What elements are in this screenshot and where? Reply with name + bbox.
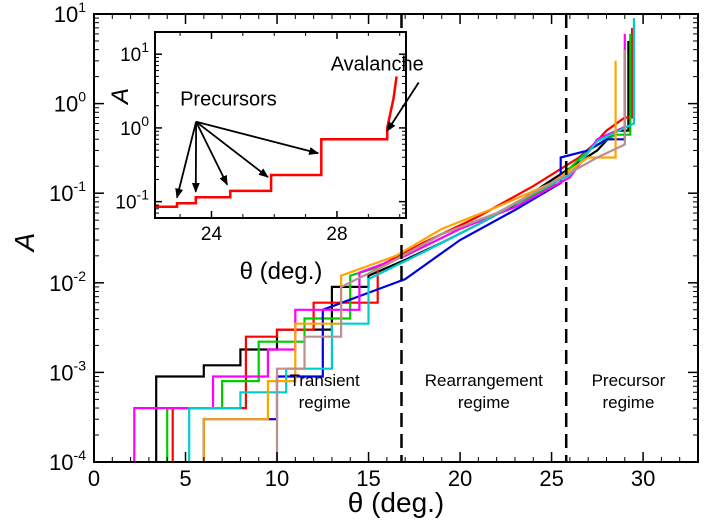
y-tick-label: 101 — [120, 39, 149, 66]
y-tick-base: 10 — [115, 193, 136, 214]
y-tick-exp: 0 — [78, 89, 86, 105]
inset-plot-frame — [154, 31, 407, 219]
y-tick-exp: 1 — [141, 39, 149, 55]
annotation-arrow — [195, 121, 228, 186]
y-tick-label: 10-1 — [115, 187, 149, 214]
y-tick-label: 100 — [120, 113, 149, 140]
regime-label-line1: Transient — [290, 371, 361, 390]
main-plot-frame — [93, 13, 699, 463]
y-tick-label: 10-4 — [49, 447, 86, 475]
y-tick-base: 10 — [120, 45, 141, 66]
x-tick-label: 30 — [631, 466, 655, 491]
y-tick-exp: -1 — [137, 187, 150, 203]
x-tick-label: 15 — [356, 466, 380, 491]
y-tick-base: 10 — [49, 360, 73, 385]
y-tick-label: 10-2 — [49, 268, 86, 296]
main-x-axis-label: θ (deg.) — [348, 487, 445, 518]
inset-x-axis-label: θ (deg.) — [240, 258, 323, 285]
y-tick-label: 10-1 — [49, 178, 86, 206]
inset-annotation-label: Avalanche — [331, 54, 424, 76]
inset-annotation-label: Precursors — [180, 89, 277, 111]
x-tick-label: 5 — [179, 466, 191, 491]
main-series-group — [133, 18, 636, 462]
regime-labels: Transient regime Rearrangement regime Precur… — [290, 371, 666, 412]
x-tick-label: 25 — [539, 466, 563, 491]
x-tick-label: 28 — [326, 224, 347, 245]
annotation-arrow — [195, 121, 269, 178]
annotation-arrow — [195, 120, 320, 155]
y-tick-base: 10 — [120, 119, 141, 140]
y-tick-exp: 0 — [141, 113, 149, 129]
y-tick-label: 100 — [54, 89, 86, 117]
series-line — [202, 60, 617, 462]
y-tick-exp: -2 — [74, 268, 87, 284]
y-tick-label: 10-3 — [49, 357, 86, 385]
y-tick-exp: -3 — [74, 357, 87, 373]
regime-label-line2: regime — [602, 393, 654, 412]
y-tick-exp: -1 — [74, 178, 87, 194]
y-tick-base: 10 — [49, 450, 73, 475]
y-tick-exp: -4 — [74, 447, 87, 463]
regime-label-line1: Rearrangement — [425, 371, 543, 390]
series-line — [275, 49, 626, 462]
x-tick-label: 20 — [448, 466, 472, 491]
y-tick-exp: 1 — [78, 0, 86, 15]
y-tick-label: 101 — [54, 0, 86, 27]
inset-y-axis-label: A — [107, 88, 134, 106]
x-tick-label: 24 — [201, 224, 223, 245]
y-tick-base: 10 — [49, 271, 73, 296]
annotation-arrow — [175, 121, 197, 199]
regime-label-line1: Precursor — [592, 371, 666, 390]
annotation-arrow — [386, 82, 420, 132]
y-tick-base: 10 — [54, 2, 78, 27]
regime-label-line2: regime — [299, 393, 351, 412]
inset-annotations: Precursors Avalanche — [175, 54, 424, 199]
x-tick-label: 10 — [265, 466, 289, 491]
y-tick-base: 10 — [49, 181, 73, 206]
main-y-axis-label: A — [9, 233, 40, 254]
regime-label-line2: regime — [458, 393, 510, 412]
x-tick-label: 0 — [88, 466, 100, 491]
y-tick-base: 10 — [54, 92, 78, 117]
